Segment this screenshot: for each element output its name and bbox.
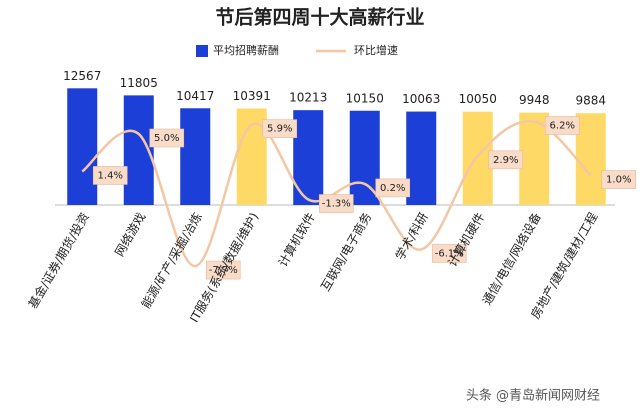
label-box [544,116,580,135]
label-box [318,194,354,213]
bar [406,111,437,205]
data-label: 5.9% [267,124,292,135]
x-tick-label: 基金/证券/期货/投资 [25,210,92,311]
data-label: -6.1% [435,248,464,259]
data-label: 0.2% [380,183,405,194]
value-label: 10063 [402,92,440,106]
bar [180,108,211,205]
data-label: 1.0% [606,175,631,186]
label-box [431,244,467,263]
bar [67,88,98,205]
legend-swatch [196,45,208,57]
x-tick-label: 网络游戏 [111,210,148,259]
watermark: 头条 @青岛新闻网财经 [466,388,600,404]
value-label: 10050 [459,92,497,106]
value-label: 9884 [575,94,606,108]
value-label: 11805 [120,76,158,90]
data-label: -7.7% [209,265,238,276]
value-label: 12567 [63,69,101,83]
value-label: 10417 [176,89,214,103]
x-tick-label: 通信/电信/网络设备 [479,210,544,308]
label-box [375,178,411,198]
bar [293,110,324,205]
data-label: 2.9% [493,155,518,166]
label-box [601,170,637,189]
label-box [205,260,241,280]
legend-label: 平均招聘薪酬 [213,43,279,57]
bar [462,111,493,205]
value-label: 10391 [233,89,271,103]
data-label: 5.0% [154,133,179,144]
data-label: 1.4% [98,170,123,181]
bar [236,108,267,205]
legend-label: 环比增速 [354,43,398,57]
label-box [92,166,128,185]
x-tick-label: 计算机软件 [275,210,318,269]
bar [349,110,380,205]
value-label: 10150 [346,91,384,105]
x-tick-label: 学术/科研 [392,210,431,263]
line [81,119,592,268]
label-box [149,128,185,148]
x-tick-label: 能源/矿产/采掘/冶炼 [138,210,205,311]
label-box [262,119,298,138]
chart-title: 节后第四周十大高薪行业 [215,6,424,29]
data-label: -1.3% [322,199,351,210]
bar [519,112,550,205]
value-label: 9948 [519,93,550,107]
value-label: 10213 [289,91,327,105]
x-tick-label: 互联网/电子商务 [317,210,374,294]
label-box [488,150,524,170]
bar [575,113,606,205]
data-label: 6.2% [550,121,575,132]
